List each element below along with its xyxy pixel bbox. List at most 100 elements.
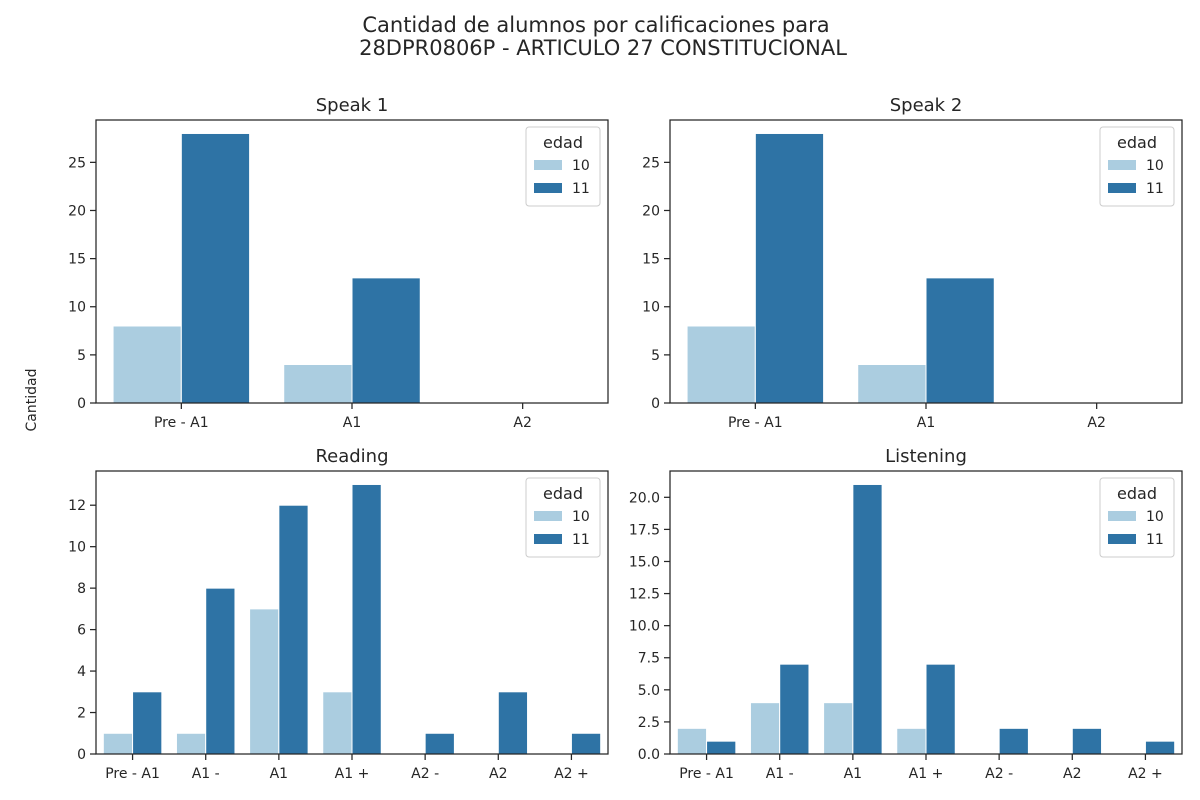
bar-edad-11-a1 (779, 663, 810, 755)
legend-swatch-edad-10 (534, 160, 562, 170)
y-tick-label: 8 (77, 581, 86, 597)
figure-title-line1: Cantidad de alumnos por calificaciones p… (362, 13, 829, 37)
y-tick-label: 0 (651, 396, 660, 412)
y-tick-label: 25 (68, 155, 86, 171)
subplot-speak-1: Speak 1 0 5 10 15 20 25 Pre - A1 A1 A2 edad 10 11 (68, 95, 609, 431)
bar-edad-10-pre-a1 (676, 727, 708, 755)
y-tick-label: 6 (77, 623, 86, 639)
y-axis-label: Cantidad (24, 369, 40, 432)
legend-swatch-edad-11 (1108, 534, 1136, 544)
legend-swatch-edad-10 (1108, 160, 1136, 170)
bar-edad-11-a1-plus (925, 663, 956, 755)
bar-edad-11-a2 (998, 727, 1029, 755)
x-tick-label: Pre - A1 (105, 766, 160, 782)
bar-edad-11-pre-a1 (180, 132, 251, 404)
panel-title: Speak 2 (890, 95, 963, 116)
bar-edad-11-a1 (925, 277, 995, 404)
y-tick-label: 12 (68, 498, 86, 514)
subplot-listening: Listening 0.0 2.5 5.0 7.5 10.0 12.5 15.0 17.5 20.… (629, 446, 1183, 782)
bar-edad-11-a1 (278, 504, 309, 755)
bar-edad-11-a2-plus (1144, 740, 1176, 755)
legend-label-edad-10: 10 (1146, 158, 1164, 174)
figure-title-line2: 28DPR0806P - ARTICULO 27 CONSTITUCIONAL (359, 36, 847, 60)
y-tick-label: 25 (642, 155, 660, 171)
legend-label-edad-10: 10 (572, 509, 590, 525)
subplots-group: Speak 1 0 5 10 15 20 25 Pre - A1 A1 A2 edad 10 11 Spe… (68, 95, 1183, 782)
y-tick-label: 15 (642, 252, 660, 268)
x-tick-label: A2 (513, 415, 531, 431)
legend-label-edad-11: 11 (572, 532, 590, 548)
legend: edad 10 11 (1099, 477, 1175, 558)
bar-edad-10-a1 (249, 608, 280, 755)
y-tick-label: 15 (68, 252, 86, 268)
x-tick-label: A1 - (766, 766, 794, 782)
x-tick-label: A1 (844, 766, 862, 782)
y-tick-label: 10.0 (629, 619, 660, 635)
subplot-reading: Reading 0 2 4 6 8 10 12 Pre - A1 A1 - A1 A1 + A2 - A2… (68, 446, 609, 782)
legend-label-edad-11: 11 (1146, 532, 1164, 548)
bar-edad-10-a1 (749, 702, 781, 755)
x-tick-label: A2 (1087, 415, 1105, 431)
bar-edad-11-a2 (1071, 727, 1103, 755)
x-tick-label: A2 - (985, 766, 1013, 782)
bar-edad-11-pre-a1 (754, 132, 825, 404)
legend-swatch-edad-11 (534, 183, 562, 193)
y-tick-label: 20 (68, 203, 86, 219)
y-tick-label: 17.5 (629, 522, 660, 538)
y-tick-label: 4 (77, 664, 86, 680)
bar-edad-10-pre-a1 (686, 325, 756, 404)
x-tick-label: Pre - A1 (728, 415, 783, 431)
y-tick-label: 20.0 (629, 490, 660, 506)
legend-swatch-edad-11 (534, 534, 562, 544)
legend: edad 10 11 (1099, 126, 1175, 207)
legend-label-edad-10: 10 (572, 158, 590, 174)
panel-title: Speak 1 (316, 95, 389, 116)
y-tick-label: 2.5 (638, 715, 660, 731)
bar-edad-11-a2-plus (570, 732, 602, 755)
x-tick-label: A1 - (192, 766, 220, 782)
panel-title: Reading (315, 446, 388, 467)
x-tick-label: Pre - A1 (679, 766, 734, 782)
bar-edad-10-pre-a1 (102, 732, 134, 755)
bar-edad-10-a1 (857, 363, 927, 404)
legend-title: edad (543, 484, 583, 503)
x-tick-label: A2 (1063, 766, 1081, 782)
x-tick-label: A1 + (909, 766, 944, 782)
legend-title: edad (543, 133, 583, 152)
y-tick-label: 0.0 (638, 747, 660, 763)
bar-edad-10-a1-plus (896, 727, 927, 755)
y-tick-label: 10 (68, 540, 86, 556)
x-tick-label: A2 (489, 766, 507, 782)
bar-edad-11-a1-plus (351, 483, 382, 755)
x-tick-label: A2 + (1128, 766, 1163, 782)
y-tick-label: 5 (651, 348, 660, 364)
bar-edad-11-pre-a1 (706, 740, 737, 755)
legend-label-edad-11: 11 (1146, 181, 1164, 197)
y-tick-label: 7.5 (638, 651, 660, 667)
x-tick-label: A1 (343, 415, 361, 431)
bar-edad-11-a1 (205, 587, 236, 755)
y-tick-label: 10 (642, 300, 660, 316)
y-tick-label: 10 (68, 300, 86, 316)
legend-swatch-edad-10 (1108, 511, 1136, 521)
bar-edad-10-a1 (283, 363, 353, 404)
legend-label-edad-10: 10 (1146, 509, 1164, 525)
subplot-speak-2: Speak 2 0 5 10 15 20 25 Pre - A1 A1 A2 edad 10 11 (642, 95, 1183, 431)
bar-edad-11-a1 (351, 277, 421, 404)
bar-edad-11-a2 (424, 732, 455, 755)
bar-edad-11-pre-a1 (132, 691, 163, 755)
bar-edad-11-a2 (497, 691, 529, 755)
legend: edad 10 11 (525, 477, 601, 558)
bar-edad-10-a1 (823, 702, 854, 755)
x-tick-label: A1 (270, 766, 288, 782)
x-tick-label: A1 + (335, 766, 370, 782)
bar-edad-10-a1 (175, 732, 207, 755)
y-tick-label: 15.0 (629, 554, 660, 570)
legend-swatch-edad-10 (534, 511, 562, 521)
legend-label-edad-11: 11 (572, 181, 590, 197)
legend-swatch-edad-11 (1108, 183, 1136, 193)
x-tick-label: Pre - A1 (154, 415, 209, 431)
y-tick-label: 0 (77, 747, 86, 763)
x-tick-label: A2 - (411, 766, 439, 782)
